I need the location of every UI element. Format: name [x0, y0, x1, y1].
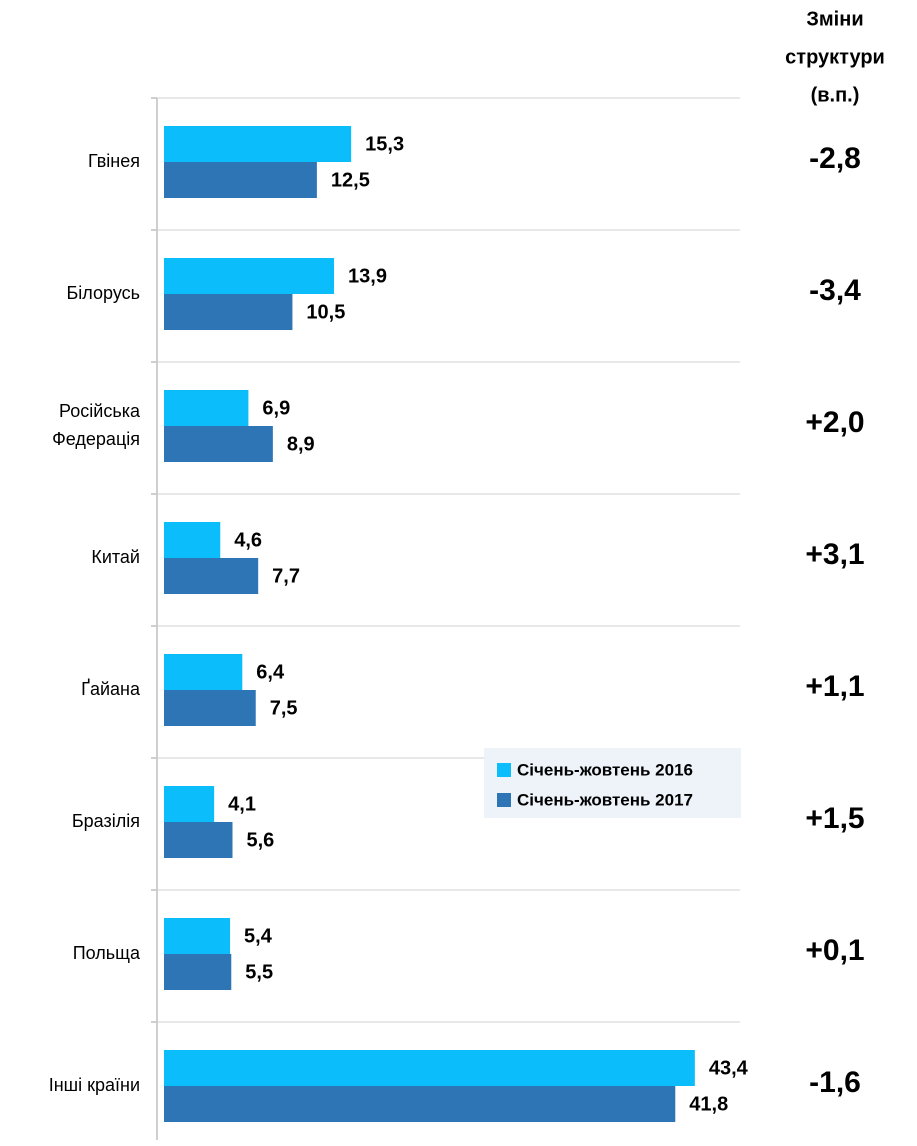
changes-title: (в.п.)	[811, 84, 860, 106]
bar	[164, 294, 293, 330]
change-label: +2,0	[805, 406, 864, 439]
bar	[164, 126, 352, 162]
data-label: 5,6	[246, 829, 274, 851]
bar	[164, 162, 317, 198]
bar	[164, 954, 232, 990]
change-label: -2,8	[809, 142, 861, 175]
bar	[164, 390, 249, 426]
legend-label: Січень-жовтень 2017	[517, 790, 693, 809]
category-label: Ґайана	[81, 678, 141, 699]
bar	[164, 1050, 695, 1086]
category-label-line: Федерація	[52, 429, 140, 449]
data-label: 7,5	[270, 697, 298, 719]
change-label: +1,1	[805, 670, 864, 703]
category-label: Інші країни	[49, 1075, 140, 1095]
bar	[164, 654, 243, 690]
data-label: 7,7	[272, 565, 300, 587]
data-label: 13,9	[348, 265, 387, 287]
change-label: +3,1	[805, 538, 864, 571]
category-label: Польща	[73, 943, 141, 963]
change-label: +0,1	[805, 934, 864, 967]
data-label: 4,6	[234, 529, 262, 551]
category-label: Китай	[91, 547, 140, 567]
bar	[164, 426, 273, 462]
legend-swatch	[497, 793, 511, 807]
changes-title: структури	[785, 46, 885, 68]
data-label: 41,8	[689, 1093, 728, 1115]
bar	[164, 522, 221, 558]
change-label: -3,4	[809, 274, 861, 307]
data-label: 43,4	[709, 1057, 749, 1079]
data-label: 12,5	[331, 169, 370, 191]
bar	[164, 558, 259, 594]
bar	[164, 786, 215, 822]
bar	[164, 690, 256, 726]
category-label-line: Російська	[59, 401, 141, 421]
bar	[164, 1086, 676, 1122]
legend	[484, 748, 741, 818]
data-label: 4,1	[228, 793, 256, 815]
category-label: Гвінея	[88, 151, 140, 171]
category-label: Білорусь	[66, 283, 140, 303]
data-label: 15,3	[365, 133, 404, 155]
change-label: -1,6	[809, 1066, 861, 1099]
data-label: 6,9	[262, 397, 290, 419]
category-label: Бразілія	[72, 811, 140, 831]
bar	[164, 822, 233, 858]
data-label: 8,9	[287, 433, 315, 455]
data-label: 6,4	[256, 661, 285, 683]
legend-swatch	[497, 763, 511, 777]
change-label: +1,5	[805, 802, 864, 835]
legend-label: Січень-жовтень 2016	[517, 760, 693, 779]
category-label: Російська Федерація	[52, 401, 141, 449]
data-label: 5,4	[244, 925, 273, 947]
bar	[164, 258, 335, 294]
data-label: 5,5	[245, 961, 273, 983]
changes-title: Зміни	[806, 8, 863, 30]
bar	[164, 918, 231, 954]
data-label: 10,5	[306, 301, 345, 323]
